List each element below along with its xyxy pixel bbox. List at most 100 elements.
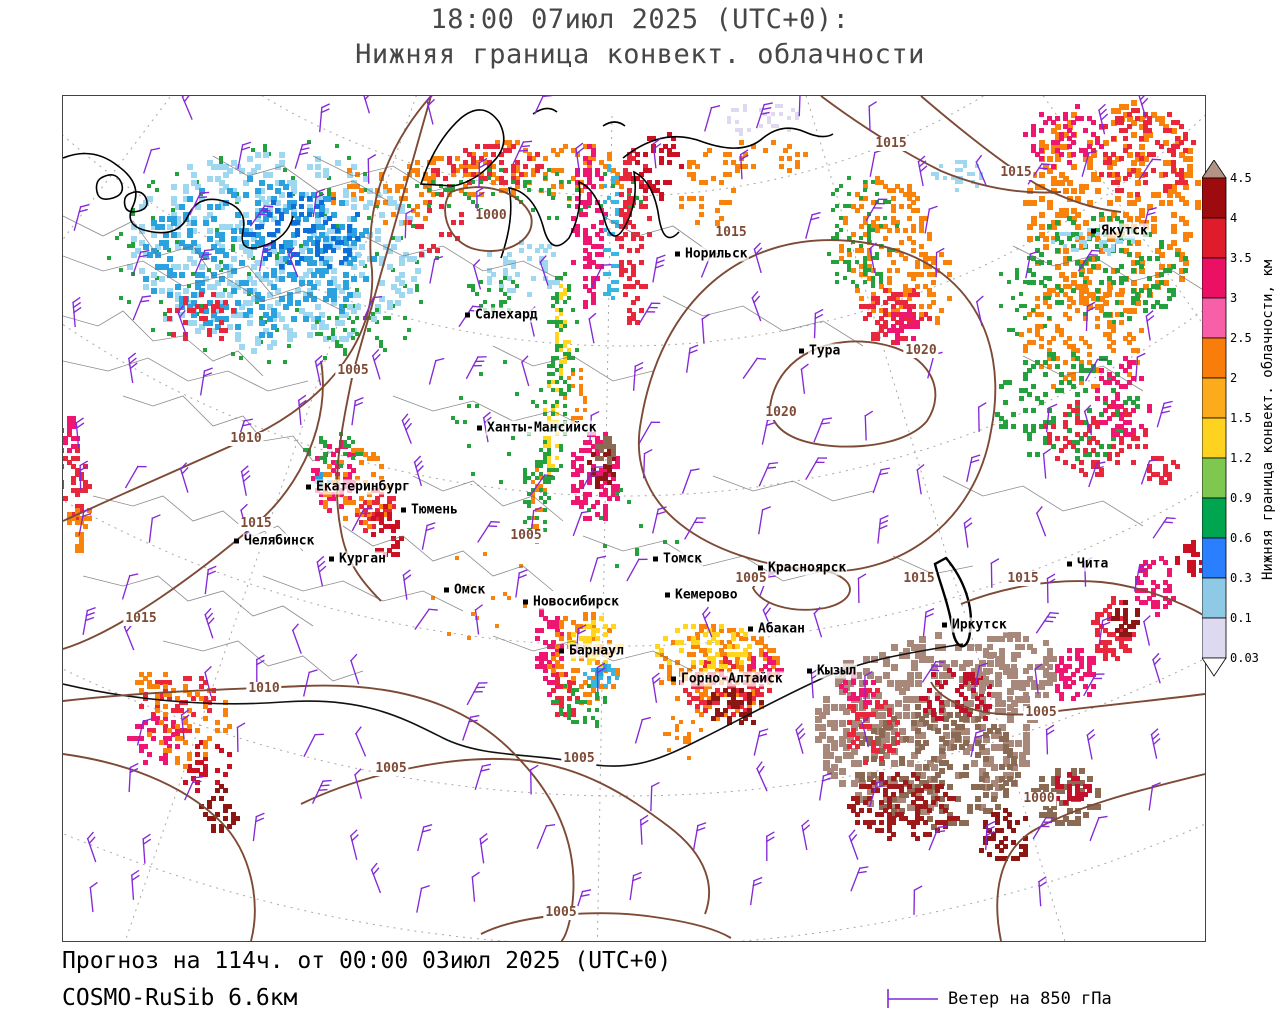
wind-barb bbox=[749, 876, 763, 906]
isobar-label: 1005 bbox=[733, 571, 769, 586]
colorbar-segment bbox=[1202, 377, 1227, 419]
city-marker: Ханты-Мансийск bbox=[477, 420, 598, 436]
wind-barb bbox=[758, 506, 771, 535]
city-dot bbox=[653, 556, 658, 562]
wind-barb bbox=[639, 814, 649, 845]
wind-barb bbox=[311, 779, 332, 804]
wind-barb bbox=[136, 718, 152, 746]
isobar-label: 1015 bbox=[1005, 571, 1041, 586]
city-dot bbox=[234, 538, 239, 544]
colorbar-tick-label: 4.5 bbox=[1230, 171, 1252, 185]
wind-barb bbox=[1084, 358, 1107, 382]
wind-barb bbox=[869, 149, 884, 177]
wind-barb bbox=[588, 312, 597, 344]
wind-barb bbox=[184, 776, 204, 801]
wind-barb bbox=[1045, 724, 1055, 755]
city-label: Абакан bbox=[757, 621, 806, 637]
wind-barb bbox=[465, 356, 487, 380]
city-marker: Омск bbox=[444, 582, 487, 598]
city-label: Салехард bbox=[474, 307, 539, 323]
city-label: Кемерово bbox=[674, 587, 739, 603]
isobar-label: 1005 bbox=[561, 751, 597, 766]
city-marker: Тура bbox=[799, 343, 842, 359]
city-dot bbox=[665, 592, 670, 598]
title-line-parameter: Нижняя граница конвект. облачности bbox=[355, 39, 925, 70]
wind-barb bbox=[701, 313, 710, 344]
wind-barb bbox=[863, 670, 873, 701]
page-title: 18:00 07июл 2025 (UTC+0): Нижняя граница… bbox=[0, 2, 1280, 72]
wind-barb bbox=[252, 812, 265, 842]
city-label: Горно-Алтайск bbox=[680, 671, 784, 687]
wind-barb bbox=[297, 394, 307, 425]
wind-barb bbox=[515, 569, 528, 598]
wind-barb bbox=[319, 103, 331, 133]
wind-barb bbox=[132, 249, 150, 276]
wind-barb bbox=[1042, 448, 1052, 479]
wind-barb bbox=[477, 520, 500, 543]
city-dot bbox=[1091, 228, 1096, 234]
wind-barb bbox=[302, 669, 318, 697]
wind-barb bbox=[294, 142, 312, 169]
isobar-label: 1005 bbox=[543, 905, 579, 920]
city-dot bbox=[758, 565, 763, 571]
city-label: Барнаул bbox=[568, 643, 625, 659]
wind-barb bbox=[868, 242, 877, 273]
wind-barb bbox=[1140, 458, 1159, 485]
forecast-info: Прогноз на 114ч. от 00:00 03июл 2025 (UT… bbox=[62, 948, 672, 974]
wind-barb bbox=[413, 455, 424, 487]
wind-barb bbox=[462, 714, 480, 741]
city-marker: Иркутск bbox=[942, 617, 1008, 633]
wind-barb bbox=[1142, 615, 1151, 646]
wind-barb bbox=[1152, 652, 1161, 684]
colorbar-segment bbox=[1202, 577, 1227, 619]
colorbar-tick-label: 0.1 bbox=[1230, 611, 1252, 625]
model-info: COSMO-RuSib 6.6км bbox=[62, 985, 298, 1011]
city-marker: Абакан bbox=[748, 621, 806, 637]
wind-barb bbox=[1085, 301, 1096, 331]
wind-barb bbox=[132, 295, 152, 321]
city-dot bbox=[477, 425, 482, 431]
city-label: Новосибирск bbox=[532, 594, 621, 610]
wind-barb bbox=[681, 468, 700, 494]
isobar-contour bbox=[996, 773, 1205, 941]
city-label: Челябинск bbox=[243, 533, 316, 549]
wind-barb bbox=[632, 361, 644, 391]
wind-barb bbox=[314, 355, 324, 386]
wind-barb bbox=[970, 729, 985, 758]
wind-barb bbox=[805, 457, 828, 480]
wind-barb bbox=[572, 510, 591, 537]
wind-barb bbox=[479, 833, 489, 864]
wind-barb bbox=[204, 607, 215, 639]
wind-barb bbox=[181, 96, 193, 120]
wind-barb bbox=[966, 454, 981, 482]
wind-barb bbox=[303, 733, 324, 757]
wind-barb bbox=[414, 608, 438, 630]
city-marker: Красноярск bbox=[758, 560, 848, 576]
wind-barb bbox=[401, 413, 413, 444]
wind-barb bbox=[1145, 310, 1155, 341]
wind-barb bbox=[813, 308, 824, 339]
colorbar-tick-label: 0.6 bbox=[1230, 531, 1252, 545]
wind-barb bbox=[79, 460, 89, 491]
wind-barb bbox=[78, 507, 93, 536]
wind-barb bbox=[351, 508, 373, 532]
isobar-label: 1020 bbox=[763, 405, 799, 420]
lake-baikal bbox=[933, 556, 973, 648]
wind-barb bbox=[237, 141, 252, 170]
isobar-label: 1015 bbox=[123, 611, 159, 626]
isobar-contour bbox=[63, 360, 324, 650]
wind-barb bbox=[429, 255, 444, 284]
wind-barb bbox=[148, 514, 161, 543]
wind-barb bbox=[756, 761, 768, 792]
colorbar-tick-label: 0.9 bbox=[1230, 491, 1252, 505]
wind-barb bbox=[371, 348, 381, 380]
city-label: Омск bbox=[453, 582, 487, 598]
wind-barb bbox=[189, 191, 210, 216]
colorbar-tick-label: 0.3 bbox=[1230, 571, 1252, 585]
wind-barb bbox=[1133, 563, 1148, 592]
wind-barb bbox=[124, 465, 147, 489]
isobar-label: 1005 bbox=[335, 363, 371, 378]
wind-barb bbox=[755, 102, 773, 129]
city-label: Екатеринбург bbox=[315, 479, 411, 495]
city-marker: Чита bbox=[1067, 556, 1110, 572]
